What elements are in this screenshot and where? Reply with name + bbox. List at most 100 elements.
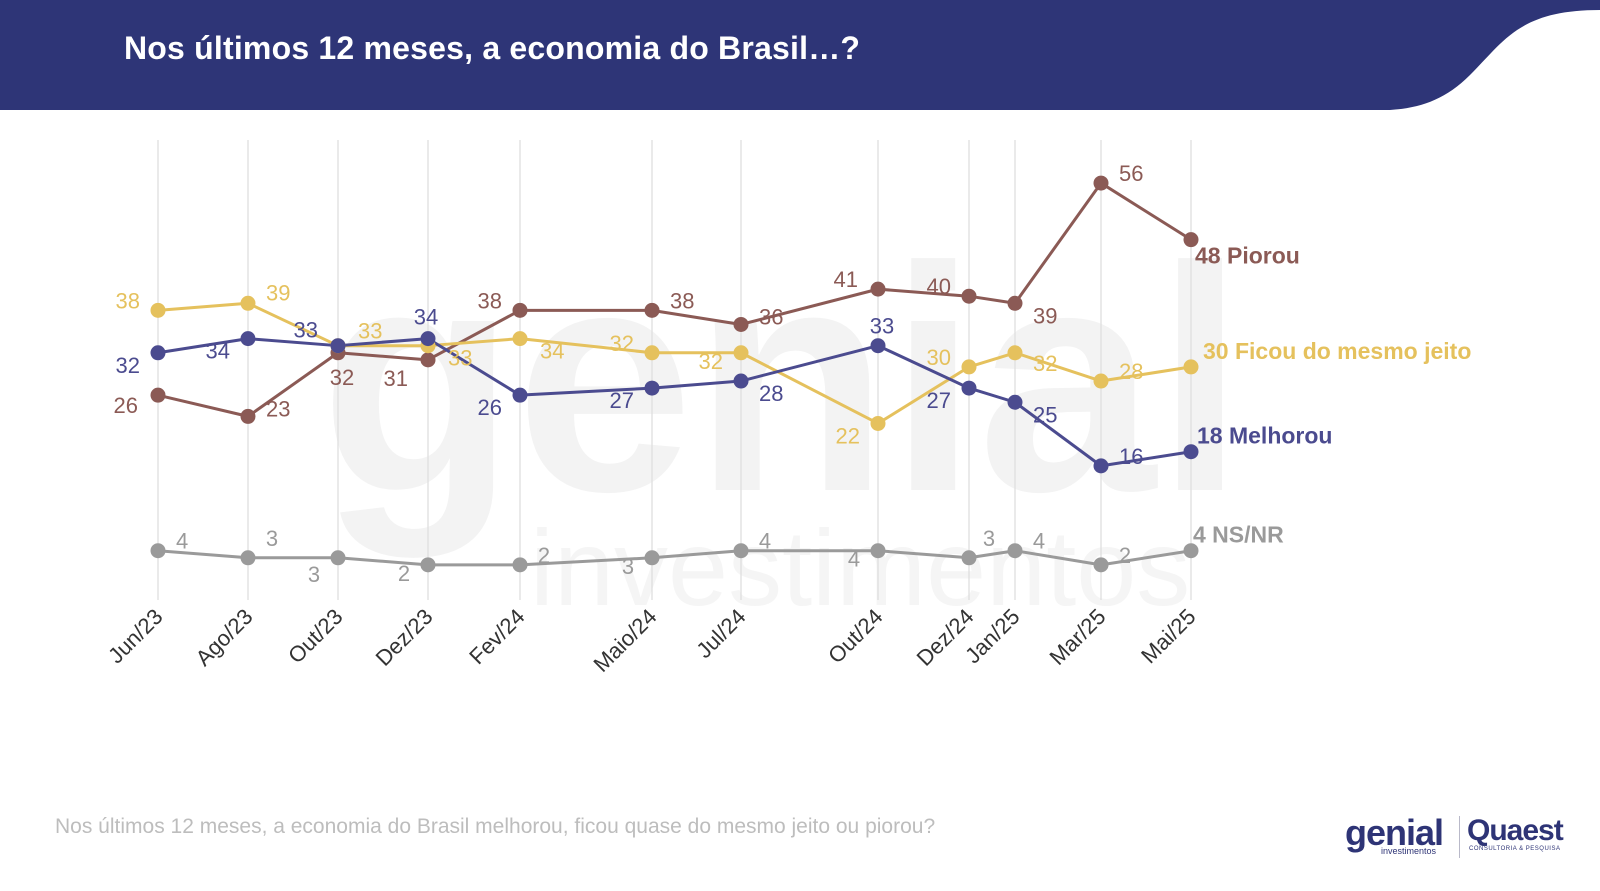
data-label-piorou: 40 xyxy=(927,274,951,299)
marker-piorou xyxy=(961,288,977,304)
marker-melhorou xyxy=(1183,444,1199,460)
data-label-nsnr: 2 xyxy=(538,543,550,568)
x-tick-label: Dez/23 xyxy=(371,604,438,671)
data-label-nsnr: 4 xyxy=(176,529,188,554)
marker-melhorou xyxy=(420,331,436,347)
marker-melhorou xyxy=(150,345,166,361)
logo-divider xyxy=(1459,816,1460,858)
marker-ficou xyxy=(150,302,166,318)
data-label-nsnr: 3 xyxy=(983,526,995,551)
data-label-piorou: 41 xyxy=(834,267,858,292)
data-label-melhorou: 25 xyxy=(1033,402,1057,427)
marker-ficou xyxy=(1007,345,1023,361)
marker-melhorou xyxy=(870,338,886,354)
marker-melhorou xyxy=(240,331,256,347)
series-line-piorou xyxy=(157,181,1192,418)
genial-logo: genial xyxy=(1345,812,1444,853)
data-label-ficou: 30 xyxy=(927,345,951,370)
marker-piorou xyxy=(644,302,660,318)
marker-ficou xyxy=(644,345,660,361)
data-label-ficou: 22 xyxy=(836,423,860,448)
data-label-piorou: 39 xyxy=(1033,303,1057,328)
data-label-nsnr: 3 xyxy=(622,554,634,579)
series-line-ficou xyxy=(157,301,1192,425)
x-tick-label: Fev/24 xyxy=(464,604,529,669)
marker-piorou xyxy=(870,281,886,297)
marker-piorou xyxy=(1007,295,1023,311)
x-tick-label: Mar/25 xyxy=(1044,604,1110,670)
quaest-logo-subtitle: CONSULTORIA & PESQUISA xyxy=(1469,846,1561,852)
marker-nsnr xyxy=(512,557,528,573)
data-label-melhorou: 27 xyxy=(610,388,634,413)
marker-ficou xyxy=(733,345,749,361)
x-tick-label: Out/24 xyxy=(823,604,887,668)
marker-nsnr xyxy=(870,543,886,559)
x-tick-label: Jul/24 xyxy=(691,604,750,663)
data-label-piorou: 31 xyxy=(384,366,408,391)
marker-ficou xyxy=(870,415,886,431)
data-label-ficou: 34 xyxy=(540,339,564,364)
data-label-melhorou: 28 xyxy=(759,381,783,406)
series-end-label-melhorou: 18 Melhorou xyxy=(1197,423,1332,449)
data-label-ficou: 32 xyxy=(699,349,723,374)
marker-piorou xyxy=(1093,175,1109,191)
data-label-nsnr: 2 xyxy=(398,561,410,586)
marker-nsnr xyxy=(1183,543,1199,559)
marker-piorou xyxy=(733,316,749,332)
header-shape xyxy=(0,0,1600,110)
data-label-melhorou: 34 xyxy=(206,339,230,364)
marker-nsnr xyxy=(1093,557,1109,573)
x-tick-label: Mai/25 xyxy=(1136,604,1200,668)
marker-ficou xyxy=(1183,359,1199,375)
marker-nsnr xyxy=(1007,543,1023,559)
data-label-melhorou: 32 xyxy=(116,353,140,378)
data-label-piorou: 36 xyxy=(759,304,783,329)
series-line-nsnr xyxy=(157,549,1192,567)
marker-piorou xyxy=(240,408,256,424)
data-label-piorou: 38 xyxy=(670,288,694,313)
data-label-nsnr: 3 xyxy=(308,562,320,587)
marker-melhorou xyxy=(733,373,749,389)
data-label-nsnr: 4 xyxy=(759,529,771,554)
quaest-logo: Quaest xyxy=(1467,814,1564,847)
marker-piorou xyxy=(1183,232,1199,248)
data-label-melhorou: 27 xyxy=(927,388,951,413)
data-label-melhorou: 26 xyxy=(478,395,502,420)
series-end-label-ficou: 30 Ficou do mesmo jeito xyxy=(1203,338,1471,364)
data-label-melhorou: 34 xyxy=(414,305,438,330)
marker-ficou xyxy=(961,359,977,375)
marker-melhorou xyxy=(512,387,528,403)
series-line-melhorou xyxy=(157,337,1192,468)
marker-melhorou xyxy=(961,380,977,396)
series-end-label-piorou: 48 Piorou xyxy=(1195,243,1300,269)
chart-area: Jun/23 Ago/23 Out/23 Dez/23 Fev/24 Maio/24 Jul… xyxy=(0,112,1600,752)
data-label-ficou: 32 xyxy=(610,331,634,356)
marker-ficou xyxy=(1093,373,1109,389)
x-tick-label: Dez/24 xyxy=(912,604,979,671)
data-label-melhorou: 33 xyxy=(870,314,894,339)
page-title: Nos últimos 12 meses, a economia do Bras… xyxy=(124,30,861,66)
brand-logos: genial investimentos Quaest CONSULTORIA … xyxy=(1345,812,1575,862)
data-label-ficou: 39 xyxy=(266,280,290,305)
marker-ficou xyxy=(512,331,528,347)
marker-melhorou xyxy=(330,338,346,354)
marker-melhorou xyxy=(644,380,660,396)
data-label-nsnr: 3 xyxy=(266,526,278,551)
marker-nsnr xyxy=(733,543,749,559)
x-tick-label: Maio/24 xyxy=(589,604,662,677)
series-end-label-nsnr: 4 NS/NR xyxy=(1193,522,1284,548)
data-label-ficou: 32 xyxy=(1033,351,1057,376)
x-tick-label: Ago/23 xyxy=(191,604,258,671)
data-label-nsnr: 2 xyxy=(1119,543,1131,568)
data-label-melhorou: 16 xyxy=(1119,444,1143,469)
data-label-ficou: 38 xyxy=(116,288,140,313)
marker-nsnr xyxy=(330,550,346,566)
data-label-piorou: 56 xyxy=(1119,161,1143,186)
genial-logo-subtitle: investimentos xyxy=(1381,846,1437,856)
x-tick-label: Out/23 xyxy=(283,604,347,668)
marker-piorou xyxy=(420,352,436,368)
marker-nsnr xyxy=(150,543,166,559)
marker-nsnr xyxy=(420,557,436,573)
header-banner: Nos últimos 12 meses, a economia do Bras… xyxy=(0,0,1600,112)
data-label-ficou: 33 xyxy=(358,319,382,344)
